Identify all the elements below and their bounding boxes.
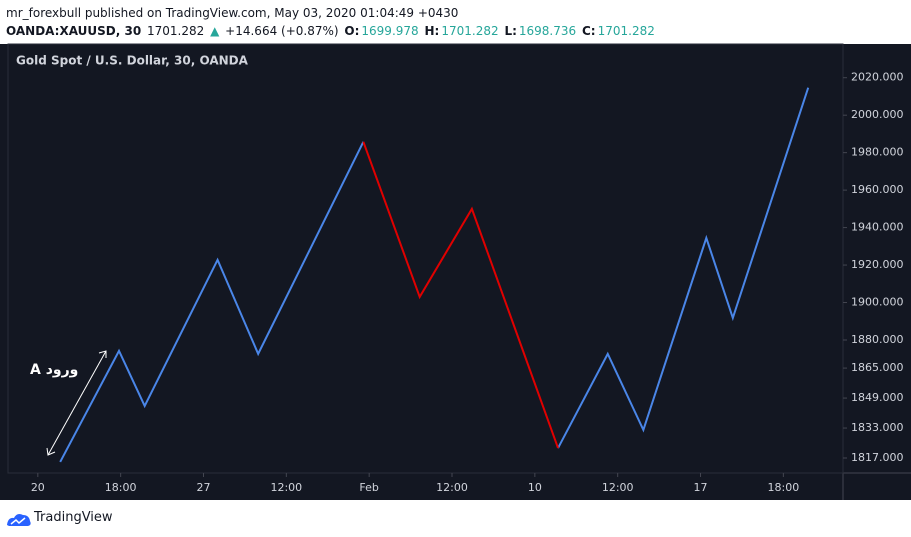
- x-tick-label: 27: [196, 481, 210, 494]
- x-tick-label: 18:00: [105, 481, 137, 494]
- y-tick-label: 1880.000: [851, 333, 904, 346]
- symbol: OANDA:XAUUSD, 30: [6, 24, 142, 38]
- open: 1699.978: [361, 24, 419, 38]
- price-line: [362, 141, 559, 449]
- publish-line: mr_forexbull published on TradingView.co…: [6, 6, 459, 20]
- high: 1701.282: [441, 24, 499, 38]
- change-arrow: ▲: [210, 24, 220, 38]
- chart-background: [0, 44, 911, 500]
- close-label: C:: [581, 24, 596, 38]
- y-tick-label: 1817.000: [851, 451, 904, 464]
- change: +14.664 (+0.87%): [225, 24, 339, 38]
- x-tick-label: 12:00: [602, 481, 634, 494]
- x-tick-label: Feb: [359, 481, 378, 494]
- y-tick-label: 2020.000: [851, 71, 904, 84]
- price-line: [59, 87, 810, 463]
- brand-logo: [7, 514, 31, 526]
- x-tick-label: 17: [694, 481, 708, 494]
- annotation-arrow: [46, 350, 107, 456]
- y-tick-label: 1849.000: [851, 391, 904, 404]
- x-tick-label: 10: [528, 481, 542, 494]
- open-label: O:: [344, 24, 360, 38]
- plot-frame: [7, 43, 844, 474]
- last-price: 1701.282: [147, 24, 205, 38]
- y-tick-label: 1980.000: [851, 146, 904, 159]
- annotation: A ورود: [30, 362, 78, 378]
- y-tick-label: 1940.000: [851, 221, 904, 234]
- header: mr_forexbull published on TradingView.co…: [6, 4, 657, 40]
- x-tick-label: 12:00: [270, 481, 302, 494]
- quote-line: OANDA:XAUUSD, 30 1701.282 ▲ +14.664 (+0.…: [6, 22, 657, 40]
- x-tick-label: 18:00: [768, 481, 800, 494]
- y-tick-label: 1833.000: [851, 421, 904, 434]
- chart-title: Gold Spot / U.S. Dollar, 30, OANDA: [16, 54, 249, 68]
- low: 1698.736: [518, 24, 577, 38]
- x-tick-label: 12:00: [436, 481, 468, 494]
- close: 1701.282: [597, 24, 655, 38]
- high-label: H:: [424, 24, 440, 38]
- y-tick-label: 1900.000: [851, 296, 904, 309]
- y-tick-label: 1920.000: [851, 258, 904, 271]
- brand[interactable]: TradingView: [34, 510, 113, 525]
- y-tick-label: 1960.000: [851, 183, 904, 196]
- y-tick-label: 1865.000: [851, 361, 904, 374]
- low-label: L:: [504, 24, 517, 38]
- x-tick-label: 20: [31, 481, 45, 494]
- y-tick-label: 2000.000: [851, 108, 904, 121]
